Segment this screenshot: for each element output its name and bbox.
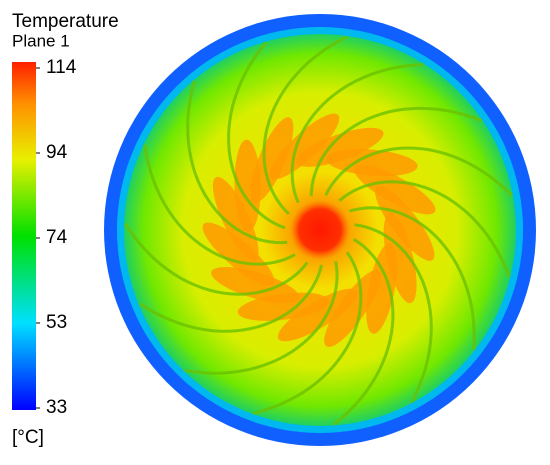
blade bbox=[253, 251, 363, 415]
blade bbox=[184, 261, 339, 375]
blade bbox=[138, 264, 324, 333]
blade bbox=[143, 144, 296, 266]
hot-zone bbox=[324, 270, 381, 348]
hot-zone bbox=[375, 185, 435, 261]
tick-label: 53 bbox=[46, 312, 67, 333]
hot-zone bbox=[277, 288, 358, 342]
hub bbox=[290, 200, 350, 260]
hot-zone bbox=[269, 113, 340, 180]
blade bbox=[227, 41, 286, 230]
disc bbox=[104, 14, 536, 446]
blade bbox=[332, 238, 395, 426]
tick-label: 33 bbox=[46, 397, 67, 418]
tick-label: 74 bbox=[46, 227, 68, 248]
legend-title: Temperature bbox=[12, 11, 119, 32]
hot-zone bbox=[353, 164, 436, 215]
hot-zone bbox=[212, 176, 259, 261]
tick-label: 114 bbox=[46, 57, 77, 78]
hot-zone bbox=[383, 213, 417, 304]
hot-zone bbox=[296, 127, 384, 167]
blade bbox=[338, 180, 511, 278]
blade bbox=[309, 106, 483, 197]
unit-label: [°C] bbox=[12, 427, 44, 448]
legend-subtitle: Plane 1 bbox=[12, 31, 70, 50]
blade bbox=[262, 35, 348, 215]
blade bbox=[354, 223, 433, 403]
blade bbox=[290, 63, 424, 204]
hot-zone bbox=[202, 222, 275, 286]
blade bbox=[123, 222, 309, 296]
blade bbox=[186, 80, 288, 245]
blade bbox=[349, 206, 476, 350]
hot-zone bbox=[211, 266, 300, 304]
hot-zone bbox=[325, 149, 418, 177]
blade bbox=[324, 146, 514, 197]
hot-zone bbox=[250, 117, 294, 203]
colorbar bbox=[12, 62, 36, 410]
tick-label: 94 bbox=[46, 142, 68, 163]
